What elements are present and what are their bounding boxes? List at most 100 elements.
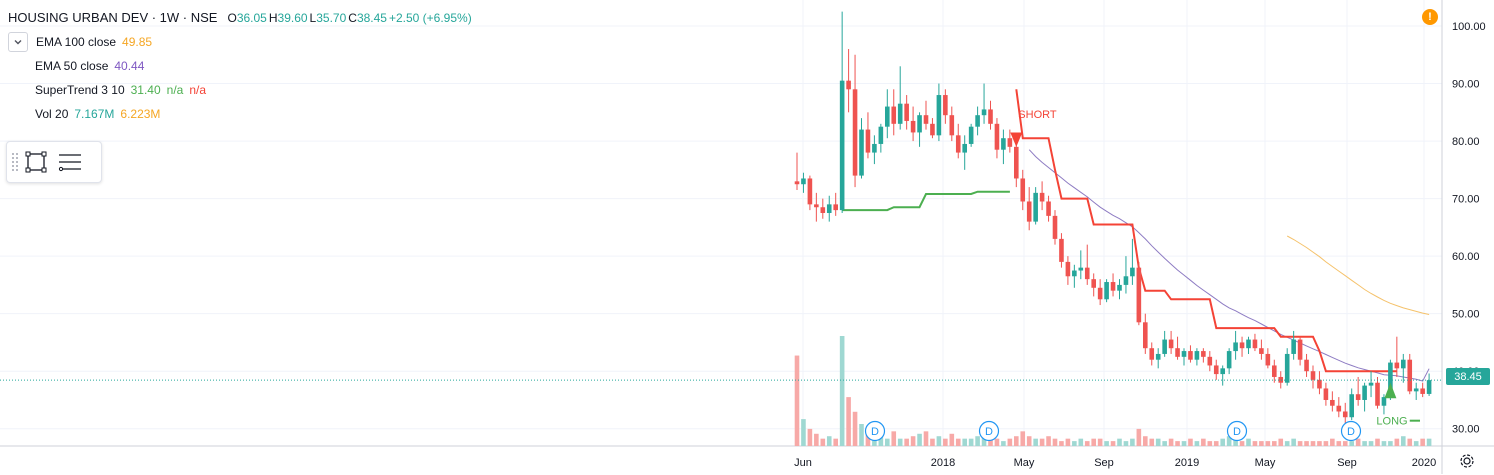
candle-body [1265, 353, 1271, 366]
candle-body [1342, 411, 1348, 418]
candle-body [962, 143, 967, 153]
volume-bar [1375, 438, 1380, 446]
candle-body [1388, 362, 1393, 398]
volume-bar [1001, 441, 1006, 446]
volume-bar [1143, 436, 1148, 446]
chevron-down-icon[interactable] [8, 32, 28, 52]
candle-body [1123, 276, 1129, 285]
volume-bar [1226, 436, 1232, 446]
candle-body [1104, 282, 1109, 300]
volume-bar [1323, 441, 1329, 446]
volume-bar [1123, 441, 1129, 446]
candle-body [955, 135, 961, 153]
volume-bar [1181, 441, 1187, 446]
volume-bar [1162, 441, 1167, 446]
indicator-ema50[interactable]: EMA 50 close 40.44 [35, 54, 474, 78]
candle-body [936, 95, 942, 136]
ema100-line [1286, 235, 1430, 315]
candle-body [1078, 267, 1084, 271]
candle-body [1259, 348, 1264, 354]
warning-icon[interactable]: ! [1422, 9, 1438, 25]
gear-icon[interactable] [1458, 452, 1476, 470]
volume-bar [1368, 441, 1374, 446]
candle-body [930, 123, 935, 136]
volume-bar [1394, 438, 1400, 446]
candle-body [891, 106, 897, 124]
volume-bar [949, 433, 955, 446]
ohlc-change: +2.50 (+6.95%) [388, 11, 472, 25]
candle-body [833, 204, 838, 211]
dividend-marker [978, 420, 1000, 442]
drag-handle[interactable] [11, 152, 19, 172]
volume-bar [1220, 438, 1225, 446]
candle-body [1175, 348, 1180, 357]
x-tick-label: May [1255, 457, 1276, 469]
candle-body [1246, 339, 1251, 349]
indicator-supertrend[interactable]: SuperTrend 3 10 31.40 n/a n/a [35, 78, 474, 102]
indicator-volume[interactable]: Vol 20 7.167M 6.223M [35, 102, 474, 126]
volume-bar [1355, 438, 1361, 446]
volume-bar [1026, 436, 1032, 446]
short-signal-label: SHORT [1018, 109, 1057, 121]
y-tick-label: 30.00 [1452, 424, 1480, 436]
volume-bar [1284, 441, 1290, 446]
volume-bar [1014, 436, 1019, 446]
indicator-value: 6.223M [120, 107, 161, 121]
candle-body [878, 126, 884, 144]
candle-body [1239, 342, 1245, 349]
candle-body [1401, 359, 1406, 369]
candle-body [1039, 192, 1045, 202]
volume-bar [962, 438, 967, 446]
candle-body [1207, 356, 1213, 366]
symbol-title[interactable]: HOUSING URBAN DEV · 1W · NSE [8, 10, 218, 25]
candle-body [943, 95, 948, 116]
candle-body [1162, 339, 1167, 354]
x-tick-label: 2020 [1412, 457, 1436, 469]
volume-bar [930, 438, 935, 446]
volume-bar [1233, 438, 1238, 446]
volume-bar [1091, 438, 1096, 446]
candle-body [1381, 397, 1387, 406]
rectangle-select-icon[interactable] [19, 145, 53, 179]
volume-bar [814, 433, 819, 446]
volume-bar [1291, 438, 1296, 446]
volume-bar [1349, 441, 1354, 446]
volume-bar [833, 438, 838, 446]
candle-body [917, 115, 922, 133]
ohlc-open: O36.05 [227, 11, 267, 25]
x-tick-label: Sep [1337, 457, 1357, 469]
volume-bar [1168, 438, 1174, 446]
y-tick-label: 100.00 [1452, 21, 1486, 33]
volume-bar [1033, 438, 1038, 446]
object-list-icon[interactable] [53, 145, 87, 179]
y-tick-label: 50.00 [1452, 309, 1480, 321]
y-tick-label: 80.00 [1452, 136, 1480, 148]
indicator-value: n/a [189, 83, 207, 97]
volume-bar [1020, 431, 1026, 446]
short-signal-arrow [1010, 132, 1023, 147]
volume-bar [897, 438, 903, 446]
volume-bar [865, 431, 871, 446]
drawing-toolbox [6, 141, 102, 183]
candle-body [1052, 215, 1058, 239]
volume-bar [794, 355, 800, 446]
volume-bar [1420, 438, 1425, 446]
volume-bar [1072, 441, 1077, 446]
candle-body [1304, 359, 1309, 372]
volume-bar [1401, 436, 1406, 446]
chart-legend: HOUSING URBAN DEV · 1W · NSE O36.05 H39.… [8, 6, 474, 126]
ema50-line [1028, 149, 1430, 382]
candle-body [1394, 362, 1400, 369]
volume-bar [1362, 441, 1367, 446]
volume-bar [801, 419, 806, 446]
candle-body [1226, 351, 1232, 369]
volume-bar [1252, 441, 1258, 446]
candle-body [1413, 388, 1419, 392]
volume-bar [1246, 438, 1251, 446]
volume-bar [936, 436, 942, 446]
indicator-ema100[interactable]: EMA 100 close 49.85 [8, 30, 474, 54]
volume-bar [1039, 438, 1045, 446]
candle-body [885, 106, 890, 127]
volume-bar [1407, 438, 1413, 446]
